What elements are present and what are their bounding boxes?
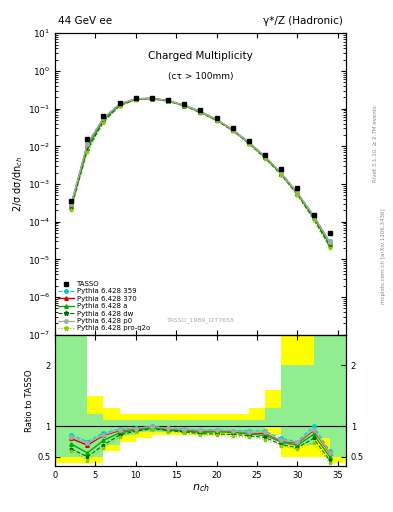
Text: γ*/Z (Hadronic): γ*/Z (Hadronic)	[263, 16, 343, 26]
Text: (cτ > 100mm): (cτ > 100mm)	[168, 73, 233, 81]
Text: 44 GeV ee: 44 GeV ee	[58, 16, 112, 26]
Legend: TASSO, Pythia 6.428 359, Pythia 6.428 370, Pythia 6.428 a, Pythia 6.428 dw, Pyth: TASSO, Pythia 6.428 359, Pythia 6.428 37…	[59, 281, 150, 331]
Y-axis label: 2/σ dσ/dn$_{ch}$: 2/σ dσ/dn$_{ch}$	[11, 156, 25, 212]
Y-axis label: Ratio to TASSO: Ratio to TASSO	[25, 369, 34, 432]
X-axis label: $n_{ch}$: $n_{ch}$	[191, 482, 209, 495]
Text: mcplots.cern.ch [arXiv:1306.3436]: mcplots.cern.ch [arXiv:1306.3436]	[381, 208, 386, 304]
Text: TASSO_1989_I277658: TASSO_1989_I277658	[167, 317, 234, 323]
Text: Charged Multiplicity: Charged Multiplicity	[148, 51, 253, 61]
Text: Rivet 3.1.10, ≥ 2.7M events: Rivet 3.1.10, ≥ 2.7M events	[373, 105, 378, 182]
